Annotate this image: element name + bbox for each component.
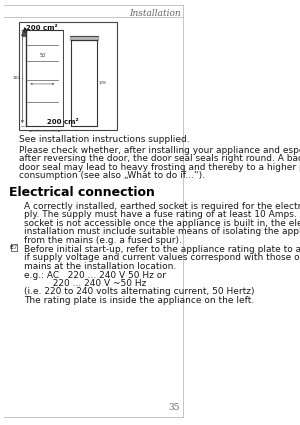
Text: if supply voltage and current values correspond with those of the: if supply voltage and current values cor…: [24, 253, 300, 263]
Text: mains at the installation location.: mains at the installation location.: [24, 262, 176, 271]
Bar: [22, 31, 26, 36]
Text: ply. The supply must have a fuse rating of at least 10 Amps. If the: ply. The supply must have a fuse rating …: [24, 210, 300, 219]
Text: The rating plate is inside the appliance on the left.: The rating plate is inside the appliance…: [24, 296, 254, 305]
Text: socket is not accessible once the appliance is built in, the electrical: socket is not accessible once the applia…: [24, 218, 300, 227]
Text: from the mains (e.g. a fused spur).: from the mains (e.g. a fused spur).: [24, 235, 182, 244]
Text: e.g.: AC   220 ... 240 V 50 Hz or: e.g.: AC 220 ... 240 V 50 Hz or: [24, 270, 166, 280]
Text: 50: 50: [39, 53, 45, 58]
Text: 200 cm²: 200 cm²: [26, 25, 58, 31]
Text: 200 cm²: 200 cm²: [46, 119, 78, 125]
Text: Installation: Installation: [129, 9, 181, 18]
Text: Please check whether, after installing your appliance and especially: Please check whether, after installing y…: [19, 145, 300, 155]
Text: (i.e. 220 to 240 volts alternating current, 50 Hertz): (i.e. 220 to 240 volts alternating curre…: [24, 287, 254, 297]
Text: Before initial start-up, refer to the appliance rating plate to ascertain: Before initial start-up, refer to the ap…: [24, 245, 300, 254]
Text: 178: 178: [99, 81, 106, 85]
Text: consumption (see also „What to do if...“).: consumption (see also „What to do if...“…: [19, 171, 205, 180]
Text: 220 ... 240 V ~50 Hz: 220 ... 240 V ~50 Hz: [24, 279, 146, 288]
Text: E☞: E☞: [9, 245, 18, 250]
Text: after reversing the door, the door seal seals right round. A badly fitting: after reversing the door, the door seal …: [19, 154, 300, 163]
Text: installation must include suitable means of isolating the appliance: installation must include suitable means…: [24, 227, 300, 236]
Bar: [19, 22, 117, 130]
Text: door seal may lead to heavy frosting and thereby to a higher power: door seal may lead to heavy frosting and…: [19, 162, 300, 172]
Text: A correctly installed, earthed socket is required for the electrical sup-: A correctly installed, earthed socket is…: [24, 201, 300, 210]
Text: See installation instructions supplied.: See installation instructions supplied.: [19, 135, 189, 144]
Text: 100...: 100...: [12, 76, 25, 80]
Text: Electrical connection: Electrical connection: [9, 185, 155, 198]
Polygon shape: [70, 36, 98, 40]
Text: 35: 35: [168, 403, 179, 412]
Bar: [11, 244, 17, 251]
